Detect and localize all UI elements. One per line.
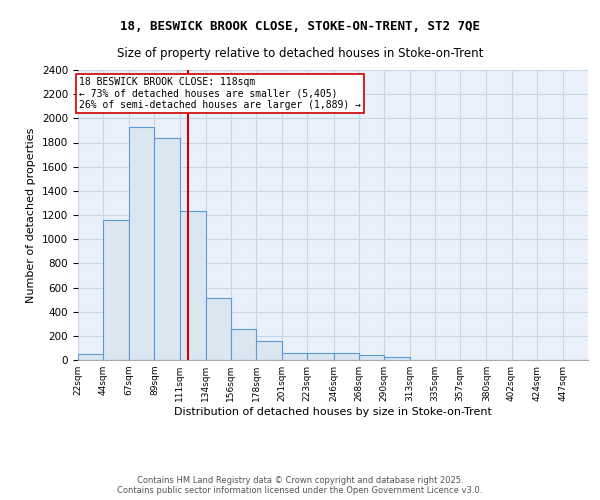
Bar bbox=[334, 354, 359, 360]
Bar bbox=[359, 354, 384, 360]
Bar bbox=[384, 357, 410, 360]
Bar bbox=[130, 127, 154, 360]
Bar bbox=[231, 329, 256, 360]
Bar bbox=[78, 354, 103, 360]
Text: 18, BESWICK BROOK CLOSE, STOKE-ON-TRENT, ST2 7QE: 18, BESWICK BROOK CLOSE, STOKE-ON-TRENT,… bbox=[120, 20, 480, 33]
Bar bbox=[206, 298, 231, 360]
Y-axis label: Number of detached properties: Number of detached properties bbox=[26, 128, 37, 302]
Bar bbox=[256, 342, 282, 360]
Bar bbox=[307, 353, 334, 360]
Bar bbox=[282, 353, 307, 360]
Bar bbox=[179, 212, 206, 360]
Text: Size of property relative to detached houses in Stoke-on-Trent: Size of property relative to detached ho… bbox=[117, 48, 483, 60]
Text: 18 BESWICK BROOK CLOSE: 118sqm
← 73% of detached houses are smaller (5,405)
26% : 18 BESWICK BROOK CLOSE: 118sqm ← 73% of … bbox=[79, 77, 361, 110]
X-axis label: Distribution of detached houses by size in Stoke-on-Trent: Distribution of detached houses by size … bbox=[174, 407, 492, 417]
Bar bbox=[103, 220, 130, 360]
Text: Contains HM Land Registry data © Crown copyright and database right 2025.
Contai: Contains HM Land Registry data © Crown c… bbox=[118, 476, 482, 495]
Bar bbox=[154, 138, 179, 360]
